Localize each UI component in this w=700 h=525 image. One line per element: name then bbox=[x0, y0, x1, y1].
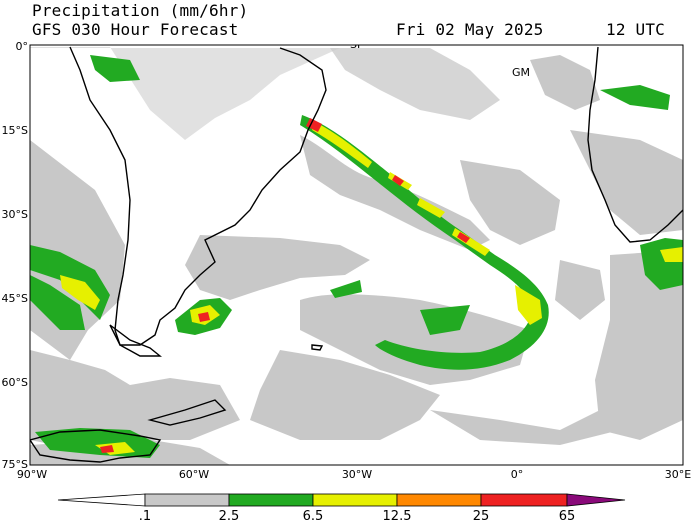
map-frame bbox=[29, 44, 684, 466]
lon-label: 60°W bbox=[179, 468, 209, 481]
colorbar-segment-gray bbox=[144, 493, 230, 507]
place-label-sp: SP bbox=[350, 38, 364, 51]
lon-label: 90°W bbox=[17, 468, 47, 481]
colorbar-label: 12.5 bbox=[382, 509, 412, 524]
map-title: Precipitation (mm/6hr) bbox=[32, 1, 249, 20]
colorbar-label: 65 bbox=[558, 509, 576, 524]
colorbar-segment-orange bbox=[396, 493, 482, 507]
forecast-time: 12 UTC bbox=[606, 20, 665, 39]
map-layers: SP GM bbox=[30, 38, 683, 465]
colorbar-segment-white bbox=[57, 493, 146, 507]
lat-label: 45°S bbox=[2, 292, 28, 305]
intense-precip-cores bbox=[100, 118, 470, 453]
colorbar-segment-yellow bbox=[312, 493, 398, 507]
colorbar-label: 2.5 bbox=[218, 509, 240, 524]
lat-label: 0° bbox=[16, 40, 29, 53]
colorbar-label: 25 bbox=[472, 509, 490, 524]
colorbar bbox=[57, 493, 626, 507]
longitude-labels: 90°W 60°W 30°W 0° 30°E bbox=[17, 468, 691, 481]
latitude-labels: 0° 15°S 30°S 45°S 60°S 75°S bbox=[2, 40, 28, 471]
forecast-date: Fri 02 May 2025 bbox=[396, 20, 544, 39]
coastlines bbox=[30, 46, 683, 463]
lon-label: 30°E bbox=[665, 468, 691, 481]
lon-label: 0° bbox=[511, 468, 524, 481]
lat-label: 75°S bbox=[2, 458, 28, 471]
place-label-gm: GM bbox=[512, 66, 530, 79]
colorbar-segment-red bbox=[480, 493, 568, 507]
lat-label: 30°S bbox=[2, 208, 28, 221]
colorbar-segment-green bbox=[228, 493, 314, 507]
colorbar-label: .1 bbox=[138, 509, 152, 524]
lon-label: 30°W bbox=[342, 468, 372, 481]
lat-label: 15°S bbox=[2, 124, 28, 137]
lat-label: 60°S bbox=[2, 376, 28, 389]
model-forecast-label: GFS 030 Hour Forecast bbox=[32, 20, 239, 39]
colorbar-segment-purple bbox=[566, 493, 626, 507]
colorbar-label: 6.5 bbox=[302, 509, 324, 524]
